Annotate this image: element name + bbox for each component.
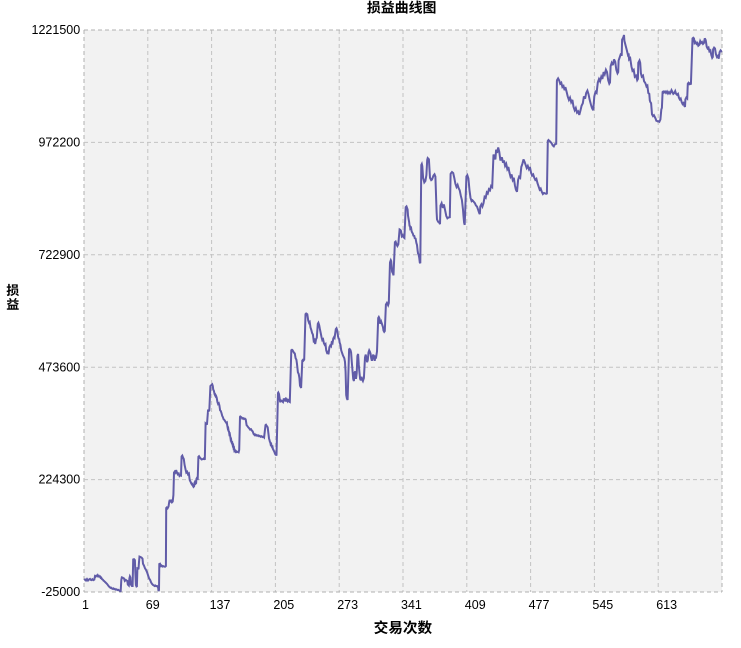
svg-text:1221500: 1221500	[32, 23, 81, 37]
svg-text:545: 545	[592, 598, 613, 612]
svg-text:205: 205	[273, 598, 294, 612]
svg-text:137: 137	[210, 598, 231, 612]
svg-text:1: 1	[82, 598, 89, 612]
svg-text:224300: 224300	[38, 473, 80, 487]
svg-text:613: 613	[656, 598, 677, 612]
svg-text:473600: 473600	[38, 360, 80, 374]
svg-text:972200: 972200	[38, 136, 80, 150]
svg-text:722900: 722900	[38, 248, 80, 262]
svg-text:-25000: -25000	[41, 585, 80, 599]
svg-text:341: 341	[401, 598, 422, 612]
svg-text:477: 477	[529, 598, 550, 612]
svg-text:273: 273	[337, 598, 358, 612]
svg-text:409: 409	[465, 598, 486, 612]
svg-text:69: 69	[146, 598, 160, 612]
